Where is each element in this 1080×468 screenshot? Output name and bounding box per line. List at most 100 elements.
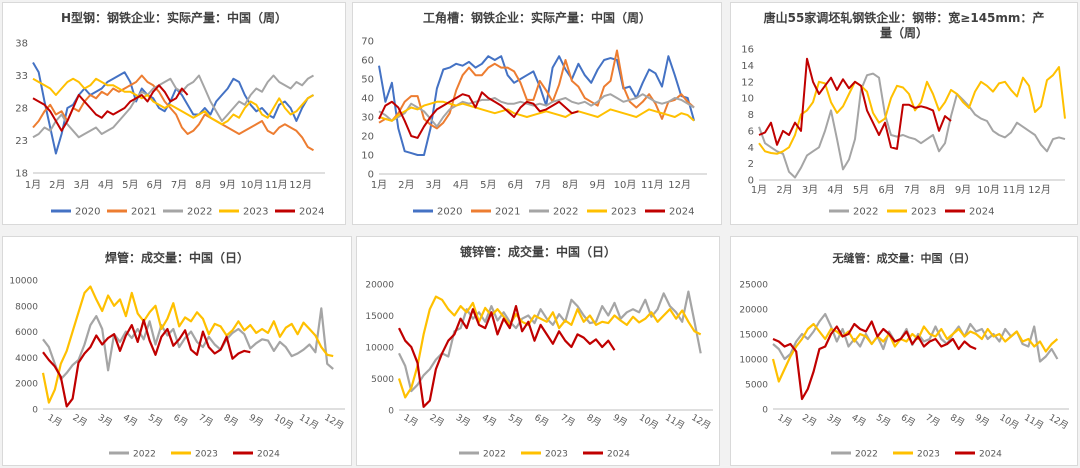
legend-label: 2024 bbox=[979, 450, 1002, 460]
x-tick-label: 8月 bbox=[195, 179, 211, 191]
series-line-2020 bbox=[32, 61, 315, 155]
x-tick-label: 4月 bbox=[453, 179, 469, 191]
series-line-2023 bbox=[771, 322, 1059, 383]
x-tick-label: 6月 bbox=[507, 179, 523, 191]
y-tick-label: 15000 bbox=[365, 312, 394, 322]
y-tick-label: 5000 bbox=[745, 381, 768, 391]
series-line-2024 bbox=[32, 84, 189, 132]
y-tick-label: 14 bbox=[741, 61, 754, 72]
chart-title: 镀锌管：成交量：中国（日） bbox=[459, 245, 616, 259]
x-tick-label: 3月 bbox=[802, 184, 818, 196]
legend-label: 2021 bbox=[495, 207, 520, 218]
legend-label: 2024 bbox=[669, 207, 694, 218]
x-tick-label: 5月 bbox=[480, 179, 496, 191]
y-tick-label: 2 bbox=[748, 159, 754, 170]
x-tick-label: 1月 bbox=[402, 412, 420, 429]
x-tick-label: 7月 bbox=[904, 184, 920, 196]
chart-title: 唐山55家调坯轧钢铁企业：钢带：宽≥145mm：产量（周） bbox=[763, 11, 1045, 40]
y-tick-label: 8000 bbox=[15, 302, 38, 312]
x-tick-label: 3月 bbox=[425, 179, 441, 191]
x-tick-label: 8月 bbox=[585, 412, 603, 429]
x-tick-label: 4月 bbox=[121, 412, 139, 429]
legend-label: 2023 bbox=[243, 207, 268, 218]
x-tick-label: 2月 bbox=[800, 412, 818, 429]
x-tick-label: 10月 bbox=[637, 412, 660, 432]
series-line-2021 bbox=[378, 49, 695, 130]
series-line-2023 bbox=[41, 285, 334, 404]
chart-panel-welded-pipe: 焊管：成交量：中国（日） 10000 8000 6000 4000 2000 0 1月 2月 3… bbox=[2, 236, 352, 466]
x-tick-label: 1月 bbox=[776, 412, 794, 429]
legend-label: 2022 bbox=[483, 450, 506, 460]
series-line-2021 bbox=[32, 74, 315, 152]
x-tick-label: 11月 bbox=[663, 412, 686, 432]
legend-label: 2022 bbox=[187, 207, 212, 218]
y-tick-label: 8 bbox=[748, 110, 754, 121]
y-tick-label: 60 bbox=[361, 56, 374, 67]
x-tick-label: 7月 bbox=[924, 412, 942, 429]
y-tick-label: 28 bbox=[15, 104, 28, 115]
x-tick-label: 10月 bbox=[614, 179, 637, 191]
series-line-2023 bbox=[397, 295, 702, 399]
series-line-2022 bbox=[398, 290, 702, 393]
legend-label: 2024 bbox=[299, 207, 324, 218]
legend-label: 2023 bbox=[545, 450, 568, 460]
series-line-2020 bbox=[378, 55, 696, 156]
x-tick-label: 2月 bbox=[398, 179, 414, 191]
x-tick-label: 1月 bbox=[371, 179, 387, 191]
x-tick-label: 6月 bbox=[532, 412, 550, 429]
y-tick-label: 10000 bbox=[365, 344, 394, 354]
x-tick-label: 1月 bbox=[46, 412, 64, 429]
y-tick-label: 30 bbox=[361, 113, 374, 124]
legend-label: 2022 bbox=[853, 207, 878, 218]
x-tick-label: 3月 bbox=[73, 179, 89, 191]
series-line-2022 bbox=[378, 93, 695, 128]
series-line-2024 bbox=[758, 57, 952, 150]
x-tick-label: 9月 bbox=[247, 412, 265, 429]
y-tick-label: 2000 bbox=[15, 380, 38, 390]
x-tick-label: 7月 bbox=[197, 412, 215, 429]
x-tick-label: 10月 bbox=[977, 184, 1000, 196]
x-tick-label: 6月 bbox=[899, 412, 917, 429]
chart-svg: 20000 15000 10000 5000 0 1月 2月 3月 4月 5月 6月 7月 8月 9月 10… bbox=[365, 281, 713, 460]
x-tick-label: 2月 bbox=[49, 179, 65, 191]
x-tick-label: 11月 bbox=[1022, 412, 1045, 432]
x-tick-label: 11月 bbox=[265, 179, 288, 191]
y-tick-label: 70 bbox=[361, 37, 374, 48]
x-tick-label: 11月 bbox=[641, 179, 664, 191]
legend-label: 2023 bbox=[911, 207, 936, 218]
x-tick-label: 9月 bbox=[955, 184, 971, 196]
y-tick-label: 12 bbox=[741, 77, 754, 88]
x-tick-label: 2月 bbox=[776, 184, 792, 196]
x-tick-label: 8月 bbox=[929, 184, 945, 196]
x-tick-label: 3月 bbox=[96, 412, 114, 429]
series-line-2022 bbox=[758, 72, 1066, 179]
y-tick-label: 23 bbox=[15, 136, 28, 147]
x-tick-label: 12月 bbox=[668, 179, 691, 191]
x-tick-label: 4月 bbox=[827, 184, 843, 196]
y-tick-label: 0 bbox=[388, 407, 394, 417]
x-tick-label: 9月 bbox=[219, 179, 235, 191]
y-tick-label: 10000 bbox=[9, 277, 38, 287]
chart-title: 工角槽：钢铁企业：实际产量：中国（周） bbox=[422, 11, 651, 25]
chart-panel-galvanized-pipe: 镀锌管：成交量：中国（日） 20000 15000 10000 5000 0 1月 2月 3月… bbox=[356, 236, 720, 466]
x-tick-label: 2月 bbox=[428, 412, 446, 429]
y-tick-label: 38 bbox=[15, 39, 28, 50]
x-tick-label: 5月 bbox=[506, 412, 524, 429]
x-tick-label: 6月 bbox=[146, 179, 162, 191]
y-tick-label: 4000 bbox=[15, 354, 38, 364]
x-tick-label: 12月 bbox=[1047, 412, 1070, 432]
legend-label: 2022 bbox=[553, 207, 578, 218]
chart-svg: 70 60 50 40 30 20 10 01月 2月 3月 4月 5月 6月 7月 8月 9月 10月 11月 1… bbox=[361, 37, 707, 218]
y-tick-label: 15000 bbox=[739, 331, 768, 341]
series-line-2022 bbox=[32, 74, 315, 139]
legend-label: 2021 bbox=[131, 207, 156, 218]
x-tick-label: 9月 bbox=[589, 179, 605, 191]
chart-title: 无缝管：成交量：中国（日） bbox=[832, 252, 976, 265]
series-line-2024 bbox=[378, 91, 579, 139]
x-tick-label: 7月 bbox=[171, 179, 187, 191]
x-tick-label: 11月 bbox=[1003, 184, 1026, 196]
series-line-2023 bbox=[378, 100, 695, 122]
x-tick-label: 7月 bbox=[535, 179, 551, 191]
y-tick-label: 10 bbox=[741, 94, 754, 105]
